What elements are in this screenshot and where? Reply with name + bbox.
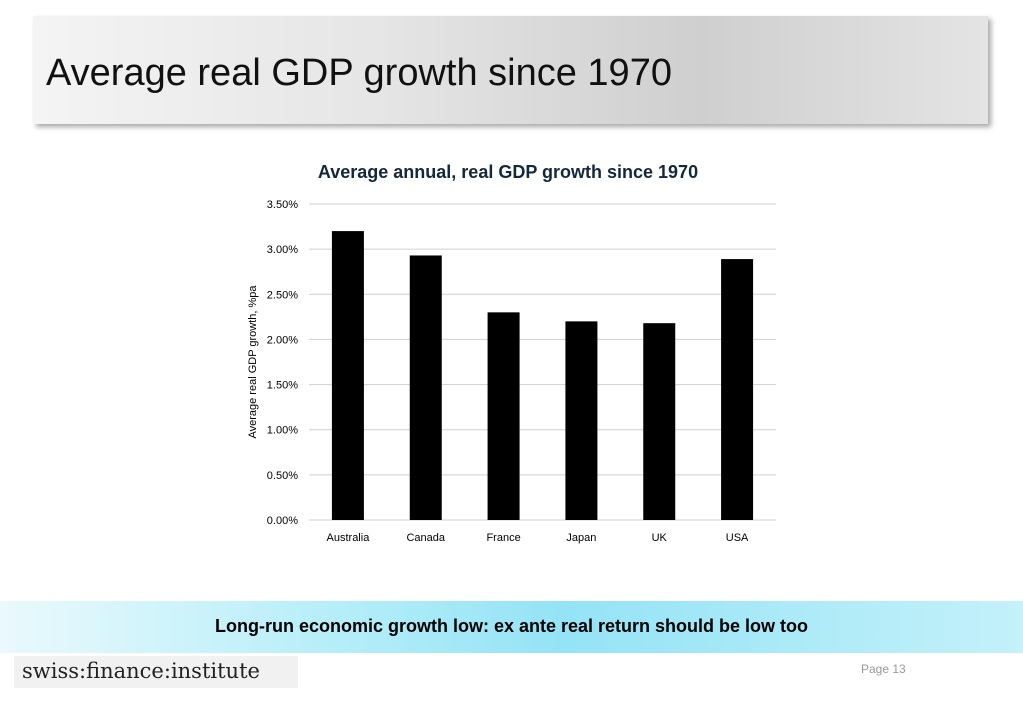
y-tick-label: 1.00% — [267, 425, 298, 437]
y-axis-title: Average real GDP growth, %pa — [247, 285, 259, 439]
page-number: Page 13 — [861, 662, 906, 676]
y-tick-label: 2.00% — [267, 334, 298, 346]
bar-chart: Average annual, real GDP growth since 19… — [247, 162, 776, 544]
x-tick-label: USA — [726, 532, 749, 544]
y-tick-label: 2.50% — [267, 289, 298, 301]
bar-australia — [331, 231, 364, 521]
bar-usa — [721, 259, 754, 520]
y-tick-label: 3.50% — [267, 199, 298, 211]
institute-logo: swiss:finance:institute — [14, 656, 298, 688]
takeaway-banner: Long-run economic growth low: ex ante re… — [0, 601, 1023, 653]
x-tick-label: France — [486, 532, 520, 544]
title-banner: Average real GDP growth since 1970 — [33, 16, 988, 124]
slide-title: Average real GDP growth since 1970 — [46, 52, 672, 94]
x-tick-label: Canada — [406, 532, 445, 544]
y-tick-label: 0.00% — [267, 515, 298, 527]
x-tick-label: UK — [652, 532, 668, 544]
bar-japan — [565, 321, 598, 520]
y-tick-label: 0.50% — [267, 470, 298, 482]
y-tick-label: 1.50% — [267, 380, 298, 392]
x-tick-label: Australia — [327, 532, 371, 544]
chart-title: Average annual, real GDP growth since 19… — [318, 162, 698, 182]
takeaway-text: Long-run economic growth low: ex ante re… — [214, 616, 809, 636]
x-tick-label: Japan — [566, 532, 596, 544]
bar-uk — [643, 323, 676, 520]
bar-canada — [409, 255, 442, 520]
y-tick-label: 3.00% — [267, 244, 298, 256]
bar-france — [487, 312, 520, 520]
logo-text: swiss:finance:institute — [22, 659, 260, 683]
